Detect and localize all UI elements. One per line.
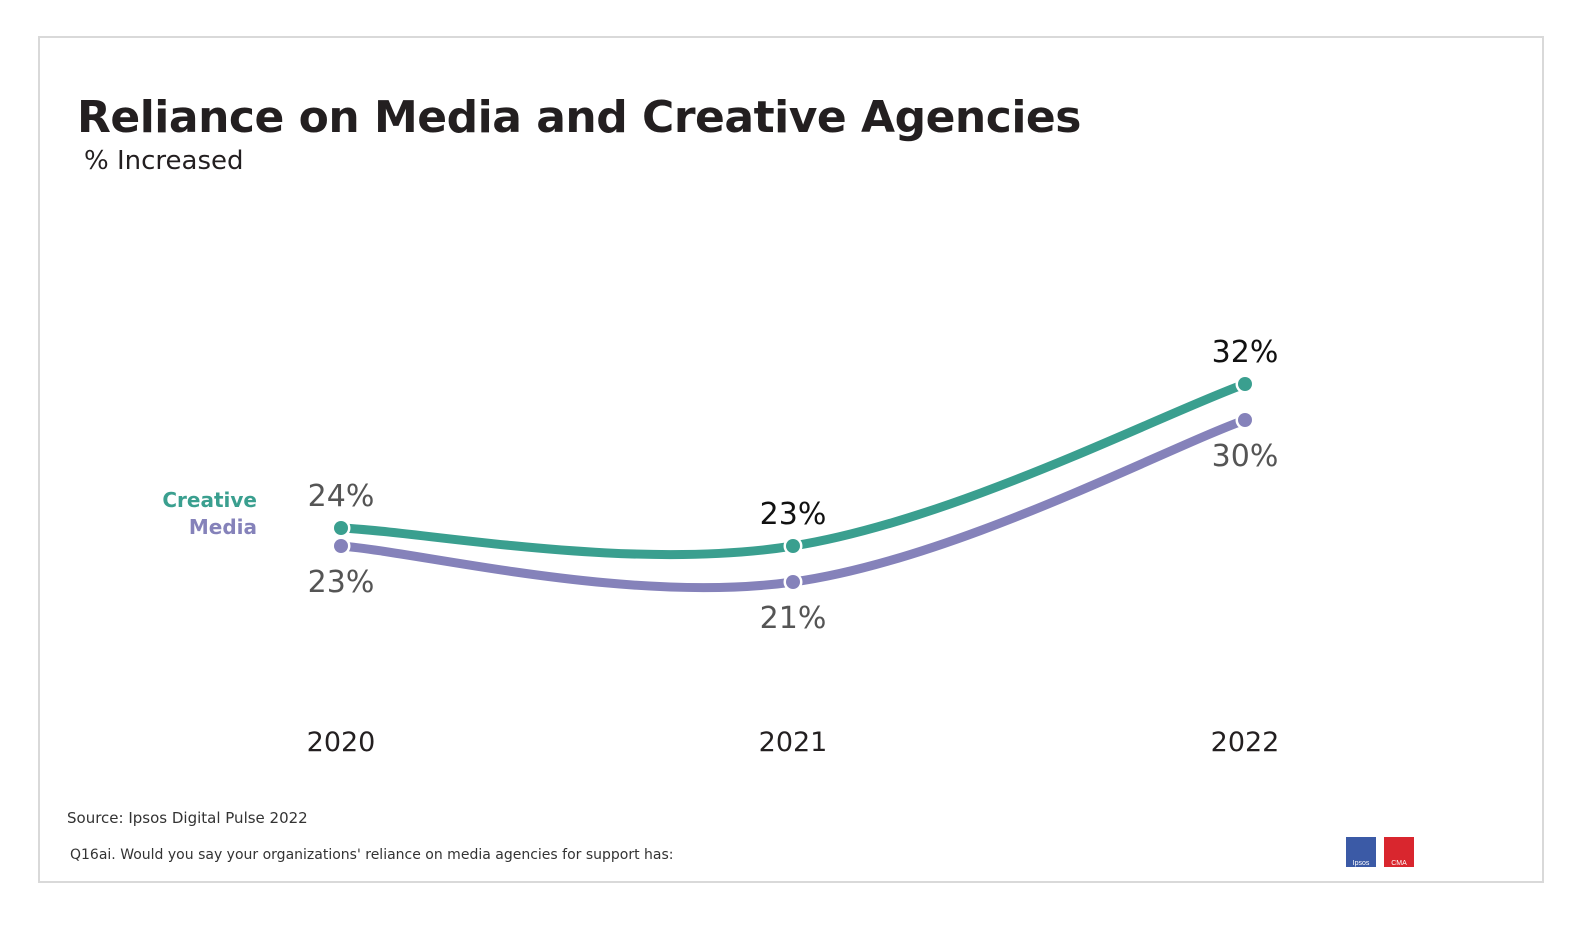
chart-subtitle: % Increased [84, 146, 244, 176]
legend-media: Media [188, 515, 257, 539]
source-note: Source: Ipsos Digital Pulse 2022 [67, 809, 308, 827]
data-label-media-2022: 30% [1212, 439, 1279, 474]
x-tick-label-2022: 2022 [1211, 727, 1280, 758]
data-label-creative-2022: 32% [1212, 335, 1279, 370]
data-point-media-2021 [786, 575, 800, 589]
data-label-media-2020: 23% [308, 565, 375, 600]
data-label-media-2021: 21% [760, 601, 827, 636]
x-tick-label-2020: 2020 [307, 727, 376, 758]
chart-card [38, 36, 1544, 883]
question-note: Q16ai. Would you say your organizations'… [70, 847, 674, 863]
cma-logo: CMA [1384, 837, 1414, 867]
data-label-creative-2020: 24% [308, 479, 375, 514]
legend-creative: Creative [162, 488, 257, 512]
data-label-creative-2021: 23% [760, 497, 827, 532]
ipsos-logo: Ipsos [1346, 837, 1376, 867]
data-point-creative-2022 [1238, 377, 1252, 391]
data-point-media-2022 [1238, 413, 1252, 427]
data-point-creative-2021 [786, 539, 800, 553]
data-point-creative-2020 [334, 521, 348, 535]
chart-title: Reliance on Media and Creative Agencies [77, 92, 1081, 143]
x-tick-label-2021: 2021 [759, 727, 828, 758]
data-point-media-2020 [334, 539, 348, 553]
